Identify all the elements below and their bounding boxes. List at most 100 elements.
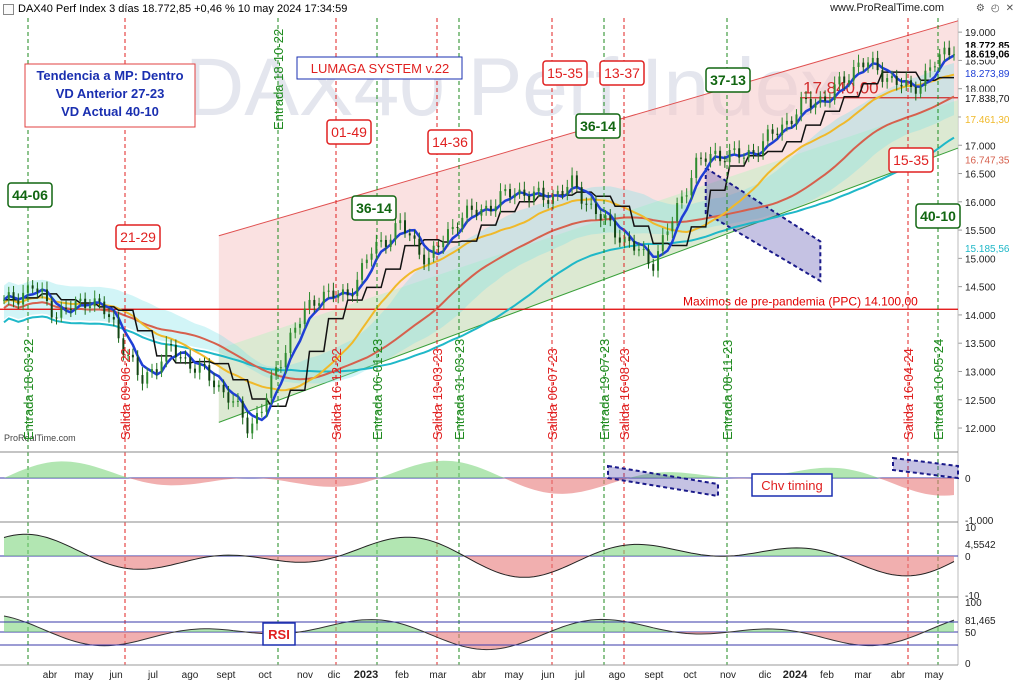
candle-body: [193, 368, 196, 373]
candle-body: [943, 47, 946, 55]
candle-body: [423, 254, 426, 265]
x-month-label: feb: [820, 670, 834, 681]
candle-body: [594, 203, 597, 215]
y-tick-label: 18.500: [965, 56, 996, 67]
chv-timing-label: Chv timing: [761, 478, 822, 493]
y-tick-label: 12.000: [965, 424, 996, 435]
candle-body: [384, 239, 387, 247]
candle-body: [394, 223, 397, 240]
candle-body: [303, 308, 306, 324]
candle-body: [551, 194, 554, 204]
candle-body: [637, 249, 640, 251]
candle-body: [270, 375, 273, 398]
candle-body: [332, 290, 335, 298]
candle-body: [814, 103, 817, 108]
candle-body: [275, 367, 278, 376]
candle-body: [103, 301, 106, 315]
candle-body: [442, 241, 445, 248]
signal-label: Entrada 31-03-23: [452, 339, 467, 440]
candle-body: [528, 195, 531, 201]
candle-body: [141, 375, 144, 384]
x-month-label: nov: [720, 670, 736, 681]
x-month-label: sept: [217, 670, 236, 681]
indicator-last-value: 4,5542: [965, 540, 996, 551]
candle-body: [805, 98, 808, 100]
candle-body: [661, 235, 664, 252]
candle-body: [308, 299, 311, 309]
candle-body: [227, 392, 230, 403]
candle-body: [876, 57, 879, 71]
rsi-box: [262, 622, 296, 646]
x-month-label: sept: [645, 670, 664, 681]
candle-body: [953, 54, 955, 56]
candle-body: [762, 141, 765, 156]
candle-body: [179, 357, 182, 359]
candle-body: [590, 203, 593, 205]
candle-body: [208, 365, 211, 381]
y-tick-label: 18.000: [965, 85, 996, 96]
candle-body: [785, 120, 788, 125]
clock-icon[interactable]: ◴: [990, 3, 1006, 14]
candle-body: [809, 99, 812, 108]
x-month-label: jun: [540, 670, 554, 681]
candle-body: [575, 175, 578, 188]
channel-lower-line: [218, 147, 959, 423]
price-label-bg: [961, 153, 1023, 166]
candle-body: [432, 245, 435, 258]
signal-label: Entrada 18-10-22: [271, 29, 286, 130]
candle-body: [671, 221, 674, 232]
candle-body: [714, 150, 717, 154]
candle-body: [36, 288, 39, 292]
y-tick-label: 13.000: [965, 367, 996, 378]
candle-body: [599, 214, 602, 221]
candle-body: [461, 217, 464, 228]
candle-body: [60, 307, 63, 318]
candle-body: [652, 264, 655, 271]
indicator-fill-positive: [4, 615, 954, 632]
candle-body: [628, 236, 631, 242]
candle-body: [523, 189, 526, 196]
candle-body: [131, 354, 134, 358]
candle-body: [289, 332, 292, 353]
score-box: [326, 119, 372, 145]
candle-body: [924, 70, 927, 86]
signal-label: Entrada 10-05-24: [931, 339, 946, 440]
indicator-fill-negative: [4, 556, 954, 578]
candle-body: [404, 220, 407, 234]
candle-body: [322, 291, 325, 304]
candle-body: [776, 133, 779, 136]
score-box-label: 01-49: [331, 124, 367, 140]
source-label: www.ProRealTime.com: [830, 2, 944, 14]
candle-body: [757, 153, 760, 156]
candle-body: [79, 298, 82, 302]
price-label-bg: [961, 47, 1023, 60]
candle-body: [437, 245, 440, 248]
x-month-label: oct: [683, 670, 697, 681]
indicator-tick: 0: [965, 474, 971, 485]
candle-body: [795, 114, 798, 125]
candle-body: [413, 235, 416, 239]
resistance-label: 17.840,00: [803, 79, 879, 98]
signal-label: Salida 09-06-22: [118, 348, 133, 440]
candle-body: [547, 200, 550, 204]
info-box-line: Tendencia a MP: Dentro: [36, 68, 183, 83]
candle-body: [752, 150, 755, 154]
candle-body: [499, 191, 502, 207]
candle-body: [17, 300, 20, 305]
candle-body: [585, 203, 588, 205]
y-tick-label: 14.500: [965, 283, 996, 294]
settings-icon[interactable]: ⚙: [975, 3, 991, 14]
candle-body: [685, 195, 688, 197]
candle-body: [733, 148, 736, 151]
candle-body: [446, 229, 449, 242]
score-box: [599, 60, 645, 86]
window-icon[interactable]: [3, 4, 14, 15]
close-icon[interactable]: ✕: [1005, 3, 1020, 14]
chv-falling-channel-2: [892, 456, 959, 480]
candle-body: [919, 85, 922, 94]
y-tick-label: 14.000: [965, 311, 996, 322]
score-box: [915, 203, 961, 229]
window-controls[interactable]: ⚙◴✕: [976, 3, 1020, 14]
score-box-label: 15-35: [893, 152, 929, 168]
